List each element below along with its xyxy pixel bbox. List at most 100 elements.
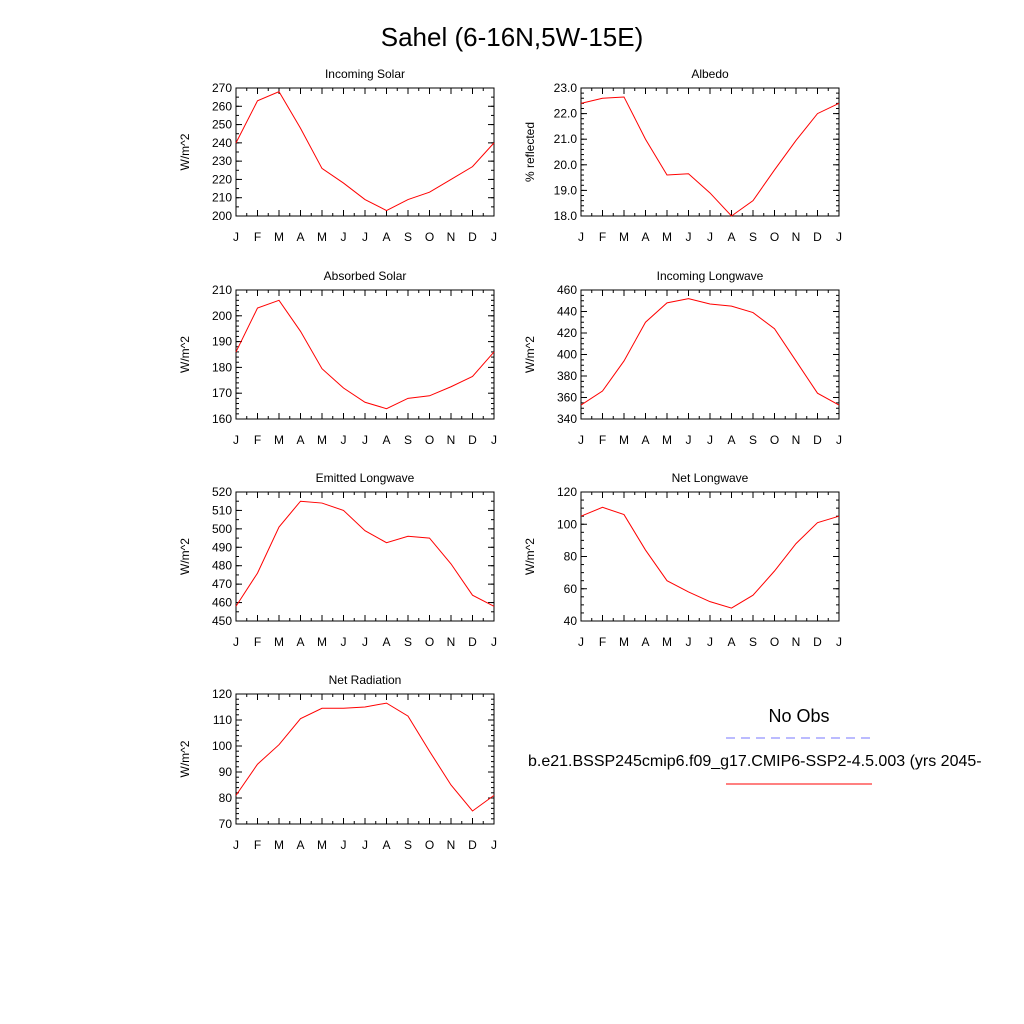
- data-point: [623, 96, 625, 98]
- x-tick-label: J: [233, 838, 239, 852]
- data-point: [450, 563, 452, 565]
- y-axis-label: W/m^2: [523, 538, 537, 575]
- y-tick-label: 110: [213, 713, 232, 727]
- x-tick-label: A: [296, 230, 304, 244]
- x-tick-label: M: [317, 433, 327, 447]
- data-point: [687, 173, 689, 175]
- y-tick-label: 100: [212, 739, 232, 753]
- y-tick-label: 100: [557, 517, 577, 531]
- series-line: [235, 500, 495, 607]
- data-point: [385, 541, 387, 543]
- data-point: [493, 794, 495, 796]
- x-tick-label: M: [662, 433, 672, 447]
- y-tick-label: 460: [212, 596, 232, 610]
- x-tick-label: A: [382, 230, 390, 244]
- panel-title: Albedo: [691, 67, 729, 81]
- data-point: [385, 407, 387, 409]
- plot-frame: [580, 289, 840, 420]
- x-tick-label: F: [254, 230, 261, 244]
- x-tick-label: J: [233, 433, 239, 447]
- data-point: [278, 744, 280, 746]
- x-tick-label: J: [491, 838, 497, 852]
- data-point: [816, 392, 818, 394]
- x-tick-label: D: [813, 230, 822, 244]
- data-point: [601, 390, 603, 392]
- data-point: [730, 215, 732, 217]
- data-point: [838, 102, 840, 104]
- data-point: [773, 169, 775, 171]
- x-tick-label: A: [727, 635, 735, 649]
- x-tick-label: J: [362, 230, 368, 244]
- x-tick-label: J: [491, 635, 497, 649]
- x-tick-label: J: [362, 433, 368, 447]
- data-point: [364, 530, 366, 532]
- data-point: [471, 810, 473, 812]
- y-tick-label: 19.0: [554, 183, 578, 197]
- data-point: [407, 715, 409, 717]
- data-point: [644, 321, 646, 323]
- data-point: [450, 178, 452, 180]
- x-tick-label: M: [317, 635, 327, 649]
- data-point: [623, 360, 625, 362]
- y-tick-label: 80: [219, 791, 233, 805]
- x-tick-label: M: [274, 838, 284, 852]
- x-tick-label: O: [425, 635, 434, 649]
- x-tick-label: M: [619, 635, 629, 649]
- x-tick-label: J: [491, 433, 497, 447]
- y-axis-label: W/m^2: [523, 336, 537, 373]
- x-tick-label: J: [233, 230, 239, 244]
- data-point: [644, 138, 646, 140]
- x-tick-label: M: [317, 838, 327, 852]
- x-tick-label: S: [749, 433, 757, 447]
- y-tick-label: 420: [557, 326, 577, 340]
- data-point: [493, 605, 495, 607]
- series-line: [235, 299, 495, 410]
- y-axis-label: % reflected: [523, 122, 537, 182]
- y-axis-label: W/m^2: [178, 740, 192, 777]
- x-tick-label: M: [662, 635, 672, 649]
- data-point: [256, 100, 258, 102]
- y-tick-label: 340: [557, 412, 577, 426]
- y-tick-label: 400: [557, 348, 577, 362]
- x-tick-label: J: [578, 635, 584, 649]
- data-point: [730, 305, 732, 307]
- x-tick-label: O: [425, 230, 434, 244]
- data-point: [299, 718, 301, 720]
- y-tick-label: 80: [564, 550, 578, 564]
- data-point: [580, 102, 582, 104]
- x-tick-label: M: [274, 635, 284, 649]
- data-point: [321, 502, 323, 504]
- data-point: [644, 549, 646, 551]
- plot-frame: [235, 289, 495, 420]
- x-tick-label: A: [296, 635, 304, 649]
- data-point: [471, 165, 473, 167]
- x-tick-label: D: [468, 635, 477, 649]
- data-point: [795, 542, 797, 544]
- x-tick-label: M: [274, 230, 284, 244]
- x-tick-label: J: [686, 230, 692, 244]
- series-line: [580, 506, 840, 609]
- x-tick-label: O: [425, 838, 434, 852]
- x-tick-label: J: [836, 635, 842, 649]
- x-tick-label: F: [599, 433, 606, 447]
- y-tick-label: 20.0: [554, 158, 578, 172]
- y-tick-label: 270: [212, 81, 232, 95]
- data-point: [795, 360, 797, 362]
- x-tick-label: J: [341, 838, 347, 852]
- legend-obs-label: No Obs: [768, 706, 829, 726]
- data-point: [235, 794, 237, 796]
- data-point: [838, 404, 840, 406]
- data-point: [321, 367, 323, 369]
- x-tick-label: A: [727, 230, 735, 244]
- y-tick-label: 190: [212, 335, 232, 349]
- y-tick-label: 510: [212, 503, 232, 517]
- panel-title: Net Radiation: [329, 673, 402, 687]
- series-line: [580, 96, 840, 217]
- data-point: [580, 515, 582, 517]
- x-tick-label: J: [578, 230, 584, 244]
